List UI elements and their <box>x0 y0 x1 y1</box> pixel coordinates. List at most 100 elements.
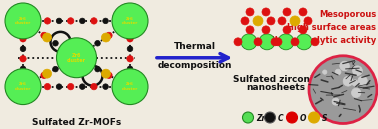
Circle shape <box>43 69 51 78</box>
Circle shape <box>352 88 361 98</box>
Circle shape <box>348 79 353 83</box>
Circle shape <box>91 18 97 24</box>
Circle shape <box>259 34 275 50</box>
Circle shape <box>118 25 123 30</box>
Circle shape <box>241 34 257 50</box>
Circle shape <box>343 76 353 86</box>
Circle shape <box>243 112 254 123</box>
Circle shape <box>33 18 39 24</box>
Text: Excellent catalytic activity: Excellent catalytic activity <box>250 36 376 45</box>
Circle shape <box>53 41 58 46</box>
Circle shape <box>127 76 133 82</box>
Text: Zr6
cluster: Zr6 cluster <box>15 82 31 91</box>
Circle shape <box>30 79 36 84</box>
Circle shape <box>309 56 377 123</box>
Circle shape <box>246 8 254 16</box>
Circle shape <box>33 84 39 89</box>
Circle shape <box>283 8 291 16</box>
Circle shape <box>20 56 26 62</box>
Circle shape <box>20 76 26 82</box>
Circle shape <box>267 17 275 25</box>
Circle shape <box>101 33 110 42</box>
Circle shape <box>106 72 112 78</box>
Circle shape <box>283 26 291 34</box>
Circle shape <box>287 112 297 123</box>
Circle shape <box>274 38 282 46</box>
Circle shape <box>265 112 276 123</box>
Text: Thermal: Thermal <box>174 42 215 51</box>
Circle shape <box>278 17 286 25</box>
Circle shape <box>41 72 47 78</box>
Circle shape <box>51 32 71 52</box>
Circle shape <box>103 18 108 24</box>
Circle shape <box>85 69 99 83</box>
Text: Zr6
cluster: Zr6 cluster <box>122 82 138 91</box>
Circle shape <box>83 48 89 54</box>
Text: O: O <box>300 114 307 123</box>
Circle shape <box>241 17 249 25</box>
Circle shape <box>118 79 123 84</box>
Text: Sulfated zirconia: Sulfated zirconia <box>233 75 319 84</box>
Circle shape <box>262 8 270 16</box>
Circle shape <box>335 69 341 75</box>
Circle shape <box>5 3 41 39</box>
Circle shape <box>344 79 348 83</box>
Circle shape <box>262 26 270 34</box>
Circle shape <box>114 18 120 24</box>
Circle shape <box>43 33 51 42</box>
Circle shape <box>358 76 367 85</box>
Circle shape <box>56 38 96 78</box>
Circle shape <box>127 66 133 72</box>
Circle shape <box>20 26 26 32</box>
Circle shape <box>234 38 242 46</box>
Circle shape <box>127 36 133 42</box>
Circle shape <box>44 83 51 90</box>
Circle shape <box>299 8 307 16</box>
Circle shape <box>322 70 327 74</box>
Circle shape <box>106 32 112 39</box>
Circle shape <box>291 38 299 46</box>
Circle shape <box>332 98 339 105</box>
Circle shape <box>79 18 85 24</box>
Circle shape <box>68 18 74 24</box>
Circle shape <box>5 69 41 105</box>
Circle shape <box>114 83 120 90</box>
Circle shape <box>20 66 26 72</box>
Circle shape <box>20 46 26 52</box>
Circle shape <box>254 38 262 46</box>
Circle shape <box>299 26 307 34</box>
Text: Sulfated Zr-MOFs: Sulfated Zr-MOFs <box>32 118 121 127</box>
Circle shape <box>83 60 89 66</box>
Circle shape <box>54 35 68 49</box>
Circle shape <box>311 38 319 46</box>
Text: Zr6
cluster: Zr6 cluster <box>67 53 86 63</box>
Text: nanosheets: nanosheets <box>246 83 305 92</box>
Circle shape <box>44 18 51 24</box>
Circle shape <box>30 25 36 30</box>
Circle shape <box>308 112 319 123</box>
Circle shape <box>95 66 100 72</box>
Circle shape <box>127 46 133 52</box>
Text: High surface areas: High surface areas <box>287 23 376 32</box>
Text: S: S <box>322 114 327 123</box>
Circle shape <box>253 16 263 26</box>
Text: Zr6
cluster: Zr6 cluster <box>15 17 31 25</box>
Circle shape <box>41 32 47 39</box>
Circle shape <box>290 16 300 26</box>
Text: Mesoporous: Mesoporous <box>319 10 376 19</box>
Circle shape <box>56 84 62 89</box>
Circle shape <box>64 60 70 66</box>
Circle shape <box>271 38 279 46</box>
Circle shape <box>79 84 85 89</box>
Text: decomposition: decomposition <box>157 61 232 70</box>
Circle shape <box>127 56 133 62</box>
Text: Zr: Zr <box>256 114 265 123</box>
Text: C: C <box>278 114 284 123</box>
Circle shape <box>91 83 97 90</box>
Circle shape <box>304 17 312 25</box>
Circle shape <box>64 48 70 54</box>
Circle shape <box>82 66 102 86</box>
Circle shape <box>246 26 254 34</box>
Circle shape <box>95 41 100 46</box>
Circle shape <box>112 3 148 39</box>
